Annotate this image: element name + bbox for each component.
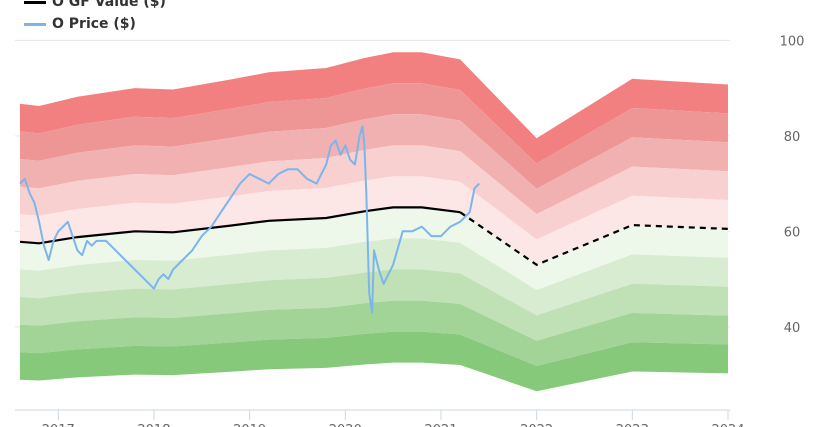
x-tick-label: 2019 <box>233 423 266 427</box>
band-lower-10 <box>20 207 728 291</box>
series-lines <box>19 125 729 314</box>
y-tick-label: 100 <box>780 34 805 49</box>
band-upper-50 <box>20 52 728 164</box>
price-line <box>19 125 480 314</box>
gf-value-line <box>19 206 461 245</box>
band-upper-30 <box>20 114 728 215</box>
band-upper-20 <box>20 145 728 240</box>
valuation-bands <box>20 52 728 392</box>
legend-swatch-gf-value <box>24 0 46 4</box>
x-tick-label: 2017 <box>42 423 75 427</box>
legend-swatch-price <box>24 22 46 26</box>
x-tick-label: 2021 <box>424 423 457 427</box>
y-tick-label: 60 <box>784 225 801 240</box>
y-tick-label: 40 <box>784 321 801 336</box>
band-lower-40 <box>20 300 728 366</box>
band-lower-50 <box>20 331 728 392</box>
y-tick-label: 80 <box>784 130 801 145</box>
legend-label-price: O Price ($) <box>52 16 136 32</box>
x-tick-label: 2024 <box>711 423 744 427</box>
axes: 40 60 80 100 2017 2018 2019 2020 2021 2022 2023 202… <box>15 34 804 427</box>
band-lower-20 <box>20 238 728 316</box>
x-tick-label: 2018 <box>137 423 170 427</box>
x-tick-label: 2023 <box>616 423 649 427</box>
band-lower-30 <box>20 269 728 341</box>
legend-item-price[interactable]: O Price ($) <box>24 13 166 35</box>
x-tick-label: 2022 <box>520 423 553 427</box>
band-upper-10 <box>20 176 728 265</box>
x-tick-label: 2020 <box>329 423 362 427</box>
gf-value-projection-line <box>459 211 729 267</box>
legend: O GF Value ($) O Price ($) <box>24 0 166 35</box>
band-upper-40 <box>20 83 728 189</box>
legend-item-gf-value[interactable]: O GF Value ($) <box>24 0 166 13</box>
legend-label-gf-value: O GF Value ($) <box>52 0 166 10</box>
